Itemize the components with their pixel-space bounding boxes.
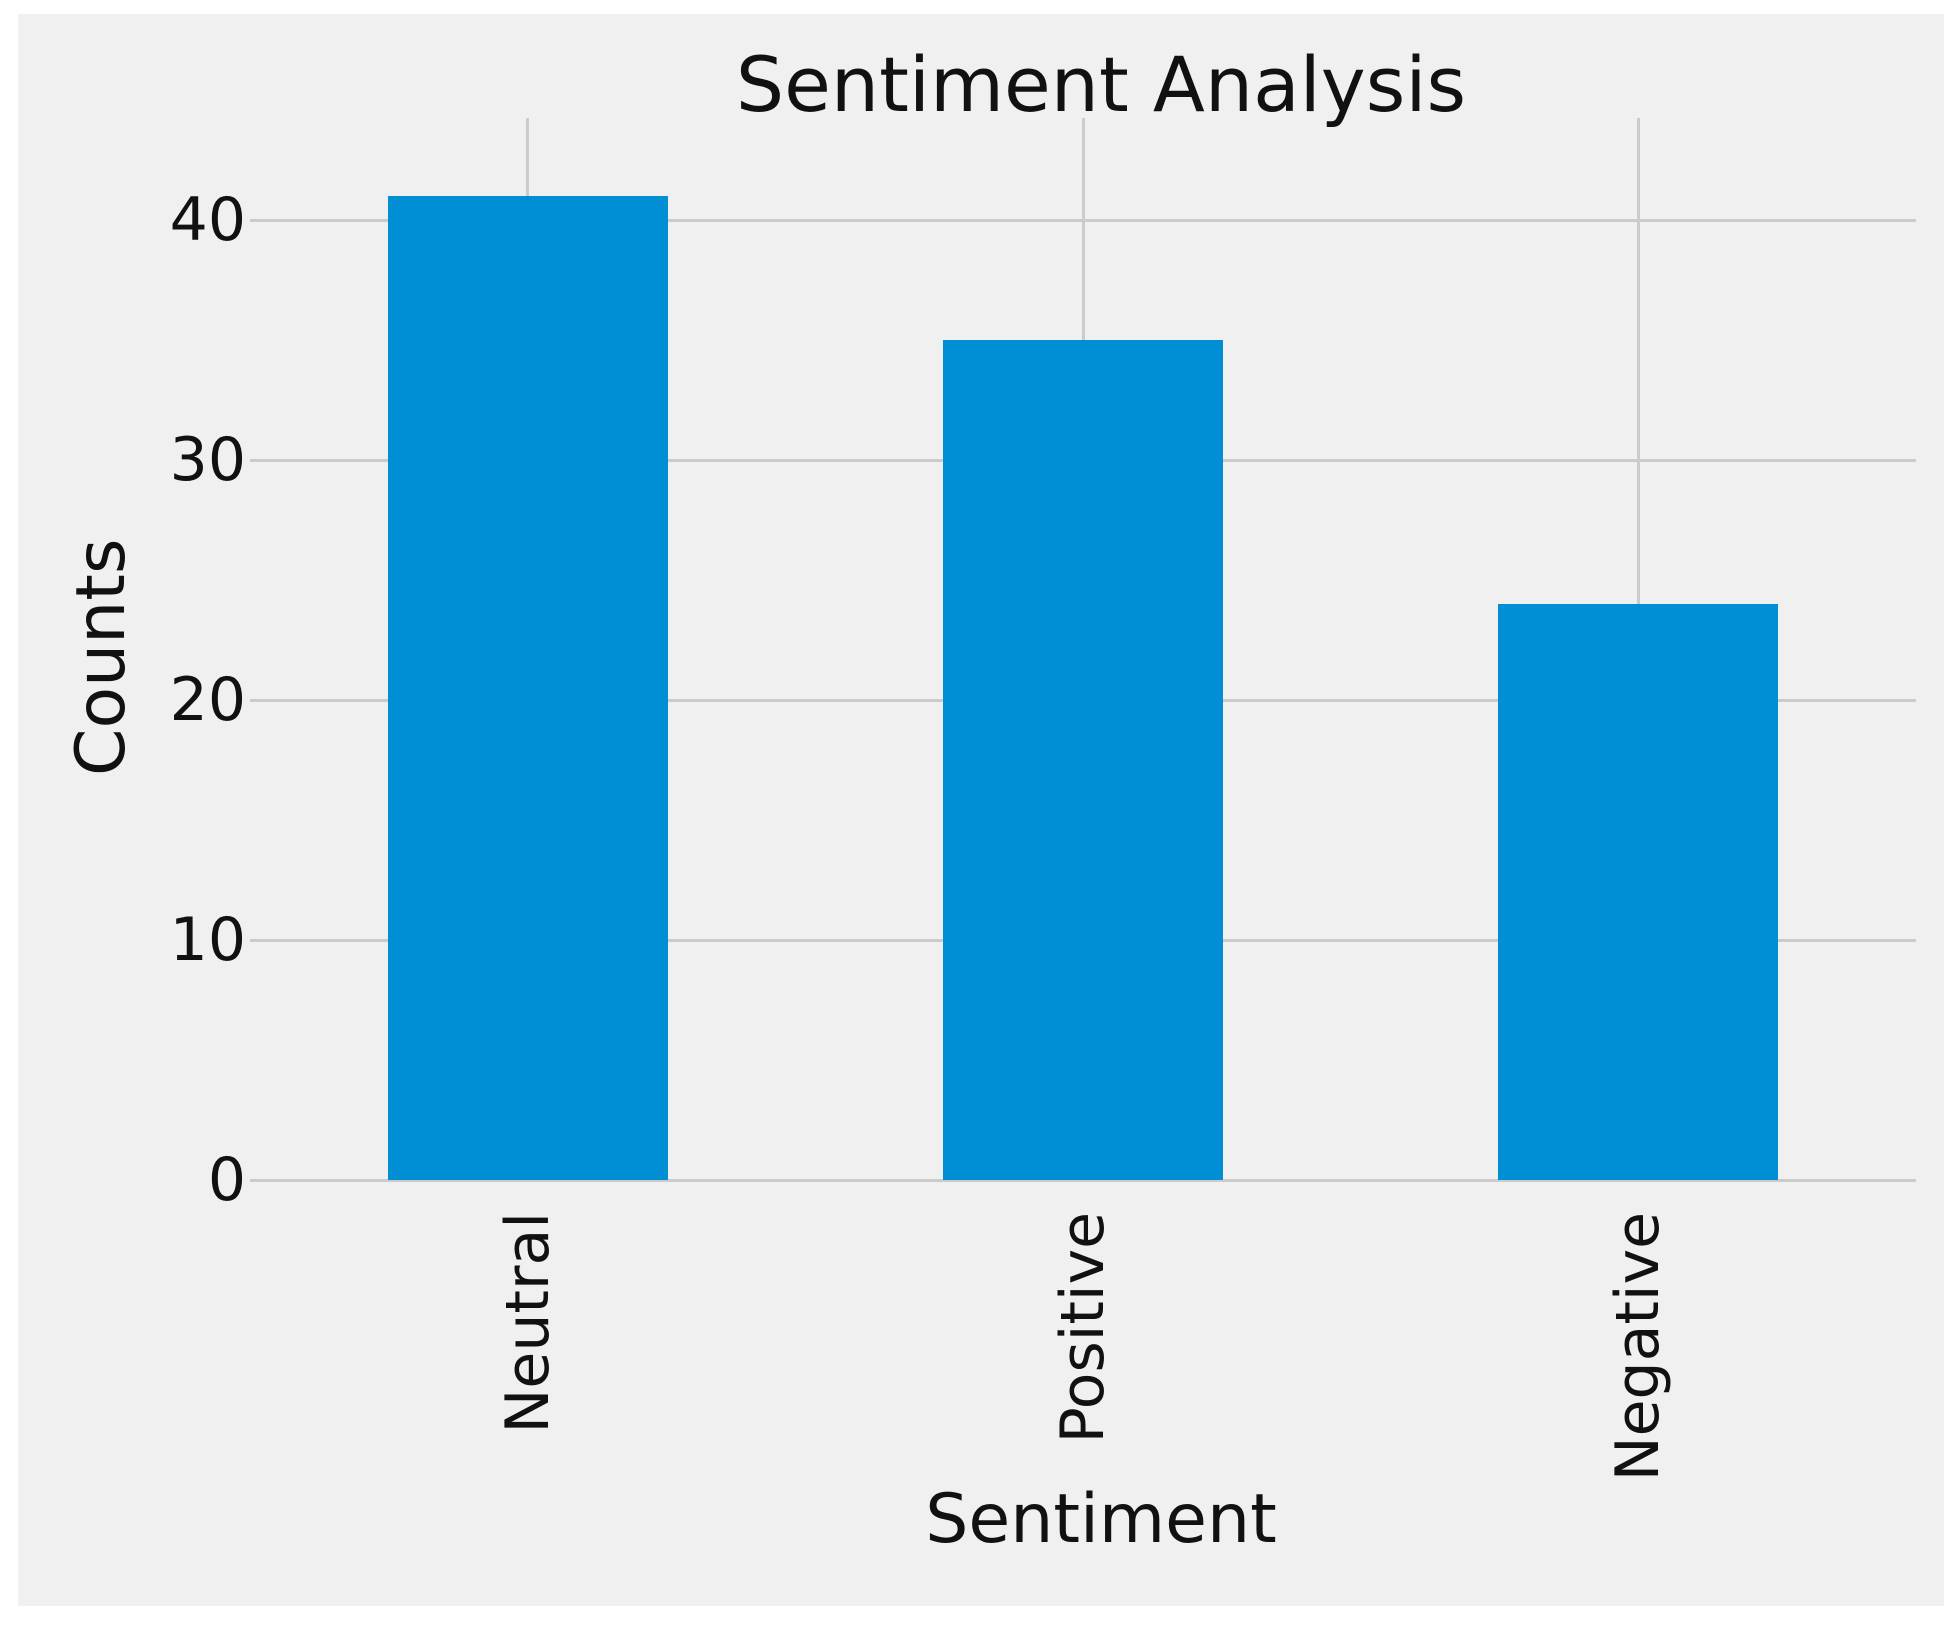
y-tick-label: 20: [169, 665, 246, 735]
bar-neutral: [388, 196, 668, 1180]
bar-positive: [943, 340, 1223, 1180]
y-tick-label: 10: [169, 905, 246, 975]
y-axis-label: Counts: [62, 538, 141, 776]
x-tick-label: Negative: [1603, 1212, 1673, 1482]
chart-title: Sentiment Analysis: [735, 40, 1467, 129]
y-gridline: [250, 1179, 1916, 1182]
y-tick-label: 30: [169, 425, 246, 495]
y-tick-label: 40: [169, 185, 246, 255]
bar-negative: [1498, 604, 1778, 1180]
x-axis-label: Sentiment: [925, 1480, 1277, 1559]
y-tick-label: 0: [207, 1145, 246, 1215]
figure-background: Sentiment Analysis Counts Sentiment 0 10 2…: [18, 14, 1944, 1606]
x-tick-label: Neutral: [493, 1212, 563, 1434]
x-tick-label: Positive: [1048, 1212, 1118, 1444]
